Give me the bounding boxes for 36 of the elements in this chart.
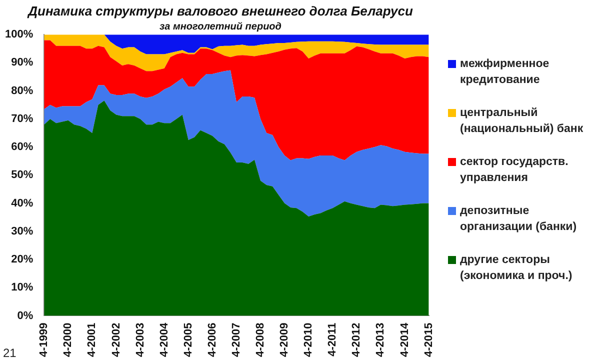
legend-label: депозитные организации (банки) (460, 204, 578, 235)
x-tick-label: 4-2012 (350, 322, 363, 358)
y-tick-label: 90% (11, 56, 34, 69)
y-tick-label: 30% (11, 225, 34, 238)
text: 21 (3, 346, 16, 360)
chart-title: Динамика структуры валового внешнего долга Беларуси (27, 3, 413, 18)
legend-label: сектор государств. управления (460, 155, 570, 186)
x-tick-label: 4-2007 (230, 322, 242, 358)
legend-label: центральный (национальный) банк (460, 106, 584, 137)
x-tick-label: 4-2005 (182, 322, 194, 358)
y-tick-label: 0% (17, 310, 34, 322)
y-tick-label: 100% (4, 28, 34, 41)
y-tick-label: 80% (11, 84, 34, 97)
legend-label: межфирменное кредитование (460, 57, 550, 88)
x-tick-label: 4-2000 (62, 322, 74, 358)
x-tick-label: 4-2001 (86, 322, 98, 358)
x-tick-label: 4-2015 (422, 322, 435, 358)
x-tick-label: 4-2008 (254, 322, 267, 358)
x-tick-label: 4-1999 (38, 322, 50, 358)
y-tick-label: 20% (11, 254, 34, 266)
x-tick-label: 4-2002 (110, 322, 122, 358)
legend-label: другие секторы (экономика и проч.) (460, 253, 574, 284)
y-tick-label: 10% (11, 282, 34, 294)
x-tick-label: 4-2003 (134, 322, 146, 358)
x-tick-label: 4-2014 (398, 322, 411, 358)
x-tick-label: 4-2004 (158, 322, 170, 358)
y-tick-label: 40% (11, 197, 34, 210)
x-tick-label: 4-2009 (278, 322, 291, 358)
y-tick-label: 50% (11, 169, 34, 182)
chart-subtitle: за многолетний период (160, 21, 282, 32)
y-tick-label: 60% (11, 141, 34, 154)
x-tick-label: 4-2011 (326, 322, 339, 356)
x-tick-label: 4-2013 (374, 322, 387, 358)
y-tick-label: 70% (11, 112, 34, 125)
x-tick-label: 4-2006 (206, 322, 218, 358)
x-tick-label: 4-2010 (302, 322, 315, 358)
